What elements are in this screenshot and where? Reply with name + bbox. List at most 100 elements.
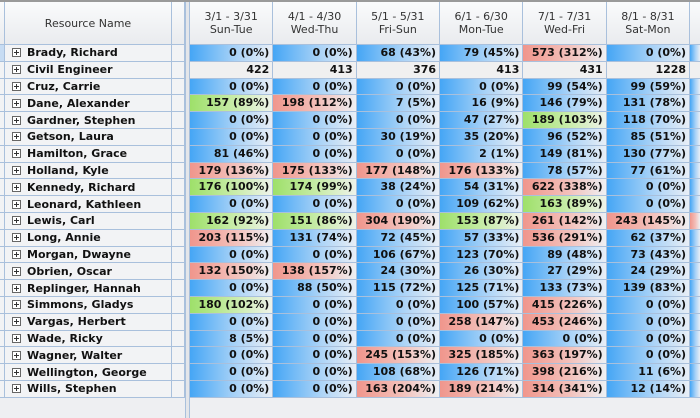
allocation-cell[interactable]: 0 (0%) <box>356 145 441 162</box>
allocation-cell[interactable]: 398 (216%) <box>523 364 607 380</box>
allocation-cell[interactable]: 0 (0%) <box>190 246 274 263</box>
allocation-cell[interactable]: 0 (0%) <box>190 313 274 330</box>
allocation-cell[interactable]: 68 (43%) <box>356 45 441 61</box>
allocation-cell[interactable]: 62 (37%) <box>606 229 691 246</box>
allocation-cell[interactable]: 157 (89%) <box>190 95 274 112</box>
resource-name-header[interactable]: Resource Name <box>5 2 172 44</box>
period-header-2[interactable]: 5/1 - 5/31 Fri-Sun <box>357 2 441 44</box>
allocation-cell[interactable]: 47 (27%) <box>440 112 524 128</box>
allocation-cell-partial[interactable] <box>690 380 700 397</box>
allocation-cell[interactable]: 0 (0%) <box>190 196 274 212</box>
allocation-cell[interactable]: 189 (214%) <box>440 380 524 397</box>
allocation-cell[interactable]: 30 (19%) <box>356 128 441 145</box>
allocation-cell[interactable]: 149 (81%) <box>523 145 607 162</box>
allocation-cell[interactable]: 243 (145%) <box>606 212 691 229</box>
allocation-cell[interactable]: 162 (92%) <box>190 212 274 229</box>
allocation-cell[interactable]: 24 (30%) <box>356 263 441 280</box>
allocation-cell[interactable]: 258 (147%) <box>440 313 524 330</box>
expand-plus-icon[interactable] <box>12 384 21 394</box>
resource-name-cell[interactable]: Leonard, Kathleen <box>5 196 172 212</box>
resource-row[interactable]: Gardner, Stephen <box>0 112 185 129</box>
resource-row[interactable]: Holland, Kyle <box>0 162 185 180</box>
resource-row[interactable]: Morgan, Dwayne <box>0 246 185 264</box>
allocation-cell[interactable]: 151 (86%) <box>273 212 357 229</box>
allocation-cell[interactable]: 138 (157%) <box>273 263 357 280</box>
expand-plus-icon[interactable] <box>12 98 21 108</box>
resource-name-cell[interactable]: Cruz, Carrie <box>5 78 172 95</box>
resource-name-cell[interactable]: Wagner, Walter <box>5 347 172 364</box>
allocation-cell[interactable]: 0 (0%) <box>606 330 691 347</box>
allocation-cell-partial[interactable] <box>690 45 700 61</box>
allocation-cell-partial[interactable] <box>690 196 700 212</box>
allocation-cell[interactable]: 130 (77%) <box>606 145 691 162</box>
allocation-cell[interactable]: 0 (0%) <box>273 246 357 263</box>
resource-row[interactable]: Long, Annie <box>0 229 185 247</box>
period-header-0[interactable]: 3/1 - 3/31 Sun-Tue <box>190 2 274 44</box>
allocation-cell[interactable]: 245 (153%) <box>356 347 441 364</box>
allocation-cell[interactable]: 12 (14%) <box>606 380 691 397</box>
allocation-cell[interactable]: 0 (0%) <box>273 128 357 145</box>
allocation-cell[interactable]: 175 (133%) <box>273 162 357 179</box>
expand-plus-icon[interactable] <box>12 317 21 327</box>
allocation-cell[interactable]: 85 (51%) <box>606 128 691 145</box>
allocation-cell[interactable]: 16 (9%) <box>440 95 524 112</box>
allocation-cell-partial[interactable] <box>690 145 700 162</box>
allocation-cell-partial[interactable] <box>690 296 700 313</box>
allocation-cell[interactable]: 77 (61%) <box>606 162 691 179</box>
allocation-cell-partial[interactable] <box>690 78 700 95</box>
expand-plus-icon[interactable] <box>12 333 21 343</box>
allocation-cell[interactable]: 0 (0%) <box>190 112 274 128</box>
allocation-cell[interactable]: 88 (50%) <box>273 280 357 296</box>
allocation-cell[interactable]: 2 (1%) <box>440 145 524 162</box>
allocation-cell[interactable]: 79 (45%) <box>440 45 524 61</box>
allocation-cell-partial[interactable] <box>690 313 700 330</box>
allocation-cell[interactable]: 96 (52%) <box>523 128 607 145</box>
resource-row[interactable]: Civil Engineer <box>0 61 185 79</box>
expand-plus-icon[interactable] <box>12 216 21 226</box>
resource-name-cell[interactable]: Replinger, Hannah <box>5 280 172 296</box>
allocation-cell[interactable]: 132 (150%) <box>190 263 274 280</box>
allocation-cell[interactable]: 1228 <box>606 61 691 78</box>
allocation-cell[interactable]: 363 (197%) <box>523 347 607 364</box>
partial-period-header[interactable] <box>690 2 700 44</box>
allocation-cell[interactable]: 174 (99%) <box>273 179 357 196</box>
resource-row[interactable]: Brady, Richard <box>0 45 185 62</box>
allocation-cell[interactable]: 73 (43%) <box>606 246 691 263</box>
expand-plus-icon[interactable] <box>12 249 21 259</box>
allocation-cell[interactable]: 0 (0%) <box>273 145 357 162</box>
expand-plus-icon[interactable] <box>12 149 21 159</box>
allocation-cell[interactable]: 133 (73%) <box>523 280 607 296</box>
allocation-cell[interactable]: 0 (0%) <box>606 196 691 212</box>
allocation-cell[interactable]: 0 (0%) <box>523 330 607 347</box>
expand-plus-icon[interactable] <box>12 81 21 91</box>
allocation-cell[interactable]: 180 (102%) <box>190 296 274 313</box>
allocation-cell[interactable]: 453 (246%) <box>523 313 607 330</box>
allocation-cell[interactable]: 0 (0%) <box>606 313 691 330</box>
allocation-cell[interactable]: 0 (0%) <box>273 313 357 330</box>
allocation-cell[interactable]: 0 (0%) <box>606 296 691 313</box>
allocation-cell[interactable]: 0 (0%) <box>356 296 441 313</box>
allocation-cell[interactable]: 99 (54%) <box>523 78 607 95</box>
allocation-cell-partial[interactable] <box>690 280 700 296</box>
allocation-cell[interactable]: 126 (71%) <box>440 364 524 380</box>
allocation-cell[interactable]: 0 (0%) <box>440 330 524 347</box>
resource-row[interactable]: Wagner, Walter <box>0 347 185 365</box>
resource-name-cell[interactable]: Dane, Alexander <box>5 95 172 112</box>
allocation-cell-partial[interactable] <box>690 212 700 229</box>
resource-row[interactable]: Wellington, George <box>0 364 185 381</box>
period-header-4[interactable]: 7/1 - 7/31 Wed-Fri <box>523 2 607 44</box>
allocation-cell[interactable]: 8 (5%) <box>190 330 274 347</box>
expand-plus-icon[interactable] <box>12 350 21 360</box>
allocation-cell[interactable]: 0 (0%) <box>273 380 357 397</box>
expand-plus-icon[interactable] <box>12 165 21 175</box>
allocation-cell[interactable]: 0 (0%) <box>356 78 441 95</box>
allocation-cell[interactable]: 177 (148%) <box>356 162 441 179</box>
allocation-cell[interactable]: 99 (59%) <box>606 78 691 95</box>
resource-name-cell[interactable]: Wellington, George <box>5 364 172 380</box>
allocation-cell[interactable]: 89 (48%) <box>523 246 607 263</box>
allocation-cell[interactable]: 415 (226%) <box>523 296 607 313</box>
allocation-cell[interactable]: 314 (341%) <box>523 380 607 397</box>
resource-row[interactable]: Lewis, Carl <box>0 212 185 230</box>
expand-plus-icon[interactable] <box>12 65 21 75</box>
allocation-cell[interactable]: 0 (0%) <box>606 45 691 61</box>
